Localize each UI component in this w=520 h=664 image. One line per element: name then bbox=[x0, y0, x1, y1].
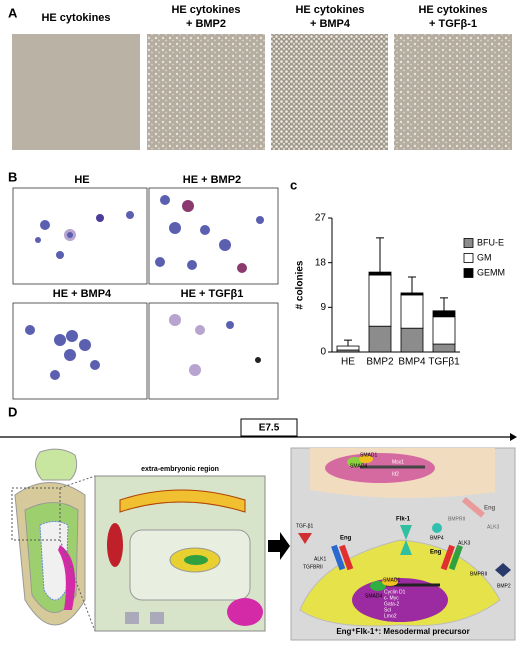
region-label: extra-embryonic region bbox=[141, 466, 219, 473]
error-bar bbox=[376, 237, 384, 273]
gene-label: c- Myc bbox=[384, 595, 399, 601]
y-tick-label: 18 bbox=[315, 257, 327, 268]
x-tick-label: BMP2 bbox=[366, 357, 394, 368]
gene-label: Cyclin D1 bbox=[384, 589, 406, 595]
cells bbox=[25, 195, 264, 380]
cytospin-images bbox=[12, 187, 279, 400]
bar-chart: 0 9 18 27 HE BMP2 BMP4 TGFβ1 BFU-E GM GEMM bbox=[315, 213, 505, 368]
bar-segment bbox=[336, 345, 360, 351]
bar-segment bbox=[368, 274, 392, 327]
arrow bbox=[268, 532, 290, 560]
timepoint-box bbox=[240, 418, 298, 437]
protein-label: SMAD1 bbox=[360, 452, 377, 458]
panel-label: c bbox=[290, 177, 297, 192]
bar-segment bbox=[400, 294, 424, 329]
x-tick-label: TGFβ1 bbox=[428, 357, 460, 368]
bar-segment bbox=[368, 325, 392, 353]
protein-label: SMAD4 bbox=[350, 463, 367, 469]
gene-label: Gata-2 bbox=[384, 601, 400, 607]
panel-title: HE + BMP2 bbox=[183, 174, 241, 186]
legend-label: GEMM bbox=[477, 267, 505, 277]
panel-title: HE cytokines bbox=[295, 4, 364, 16]
micrograph bbox=[394, 34, 512, 150]
legend-swatch bbox=[463, 238, 474, 248]
error-bar bbox=[408, 276, 416, 293]
protein-label: ALK3 bbox=[458, 540, 470, 546]
x-tick-label: HE bbox=[341, 357, 355, 368]
gene-label: Scl bbox=[384, 607, 391, 613]
protein-label: Eng bbox=[430, 550, 442, 556]
timepoint: E7.5 bbox=[259, 423, 280, 434]
bar-segment bbox=[400, 292, 424, 296]
bar-segment bbox=[432, 343, 456, 353]
panel-title: HE bbox=[74, 174, 89, 186]
panel-title: HE + BMP4 bbox=[53, 288, 112, 300]
error-bar bbox=[344, 339, 352, 347]
legend-label: GM bbox=[477, 252, 492, 262]
mechanism-cells bbox=[298, 448, 511, 627]
panel-title: HE + TGFβ1 bbox=[181, 288, 244, 300]
y-tick-label: 27 bbox=[315, 213, 327, 224]
protein-label: BMPRII bbox=[448, 516, 465, 522]
panel-title: + BMP2 bbox=[186, 18, 226, 30]
protein-label: SMAD4 bbox=[365, 593, 382, 599]
caption: Eng⁺Flk-1⁺: Mesodermal precursor bbox=[336, 627, 469, 636]
gene-label: Id2 bbox=[392, 471, 399, 477]
protein-label: ALK3 bbox=[487, 524, 499, 530]
protein-label: Eng bbox=[340, 536, 352, 542]
bar-segment bbox=[432, 310, 456, 318]
legend-swatch bbox=[463, 268, 474, 278]
micrograph bbox=[271, 34, 388, 150]
micrograph bbox=[12, 34, 140, 150]
protein-label: BMPRII bbox=[470, 571, 487, 577]
y-tick-label: 9 bbox=[320, 302, 326, 313]
error-bar bbox=[440, 297, 448, 311]
x-tick-label: BMP4 bbox=[398, 357, 426, 368]
panel-title: HE cytokines bbox=[418, 4, 487, 16]
panel-title: + BMP4 bbox=[310, 18, 351, 30]
legend-swatch bbox=[463, 253, 474, 263]
panel-title: + TGFβ-1 bbox=[429, 18, 477, 30]
y-axis-label: # colonies bbox=[295, 260, 306, 309]
panel-title: HE cytokines bbox=[41, 12, 110, 24]
embryo bbox=[11, 448, 96, 632]
gene-label: Lmo2 bbox=[384, 613, 397, 619]
protein-label: BMP4 bbox=[430, 535, 444, 541]
protein-label: SMAD1 bbox=[383, 577, 400, 583]
micrograph bbox=[147, 34, 265, 150]
protein-label: TGFBRII bbox=[303, 564, 323, 570]
protein-label: TGF-β1 bbox=[296, 523, 314, 529]
protein-label: ALK1 bbox=[314, 556, 326, 562]
panel-label: B bbox=[8, 169, 17, 184]
bar-segment bbox=[432, 316, 456, 345]
panel-label: D bbox=[8, 404, 17, 419]
y-tick-label: 0 bbox=[320, 347, 326, 358]
gene-label: Msx1 bbox=[392, 459, 404, 465]
panel-title: HE cytokines bbox=[171, 4, 240, 16]
protein-label: Flk-1 bbox=[396, 517, 411, 523]
protein-label: BMP2 bbox=[497, 583, 511, 589]
bar-segment bbox=[400, 327, 424, 353]
panel-label: A bbox=[8, 5, 18, 20]
timeline-arrow bbox=[510, 433, 517, 441]
bar-segment bbox=[368, 271, 392, 276]
zoom-cells bbox=[107, 489, 263, 626]
protein-label: Eng bbox=[484, 506, 496, 512]
legend-label: BFU-E bbox=[477, 237, 504, 247]
